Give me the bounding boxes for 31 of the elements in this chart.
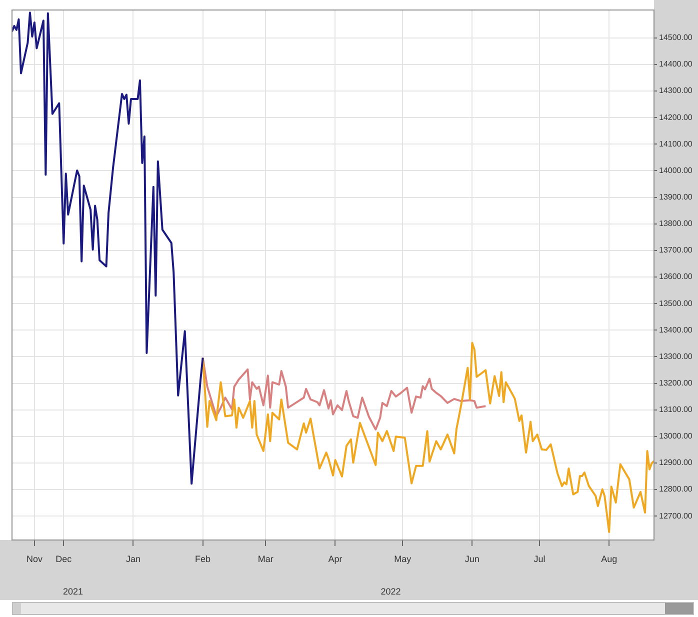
- x-tick-label: Jun: [464, 554, 480, 564]
- y-tick-label: 12900.00: [659, 458, 693, 468]
- x-tick-label: Dec: [56, 554, 72, 564]
- y-tick-label: 13400.00: [659, 325, 693, 334]
- y-tick-label: 12700.00: [659, 511, 693, 520]
- y-tick-label: 13500.00: [659, 298, 693, 308]
- y-tick-label: 14400.00: [659, 60, 693, 69]
- x-tick-label: Jul: [534, 554, 546, 564]
- y-tick-label: 13800.00: [659, 219, 693, 228]
- text: 2021: [62, 586, 84, 596]
- x-tick-label: Feb: [195, 554, 211, 564]
- y-tick-label: 13100.00: [659, 405, 693, 414]
- y-tick-label: 13000.00: [659, 432, 693, 441]
- x-tick-label: Mar: [258, 554, 274, 564]
- x-tick-label: May: [394, 554, 412, 564]
- y-tick-label: 13900.00: [659, 192, 693, 202]
- y-tick-label: 14300.00: [659, 86, 693, 96]
- y-tick-label: 14500.00: [659, 33, 693, 42]
- y-tick-label: 14200.00: [659, 112, 693, 122]
- text: 2022: [380, 586, 401, 596]
- y-tick-label: 14100.00: [659, 139, 693, 148]
- y-tick-label: 13700.00: [659, 246, 693, 255]
- x-tick-label: Nov: [26, 554, 43, 564]
- x-tick-label: Jan: [126, 554, 140, 564]
- y-tick-label: 14000.00: [659, 166, 693, 175]
- y-tick-label: 12800.00: [659, 484, 693, 494]
- x-tick-label: Aug: [601, 554, 618, 564]
- x-tick-label: Apr: [328, 554, 342, 564]
- y-tick-label: 13600.00: [659, 272, 693, 282]
- y-tick-label: 13300.00: [659, 352, 693, 361]
- y-tick-label: 13200.00: [659, 378, 693, 388]
